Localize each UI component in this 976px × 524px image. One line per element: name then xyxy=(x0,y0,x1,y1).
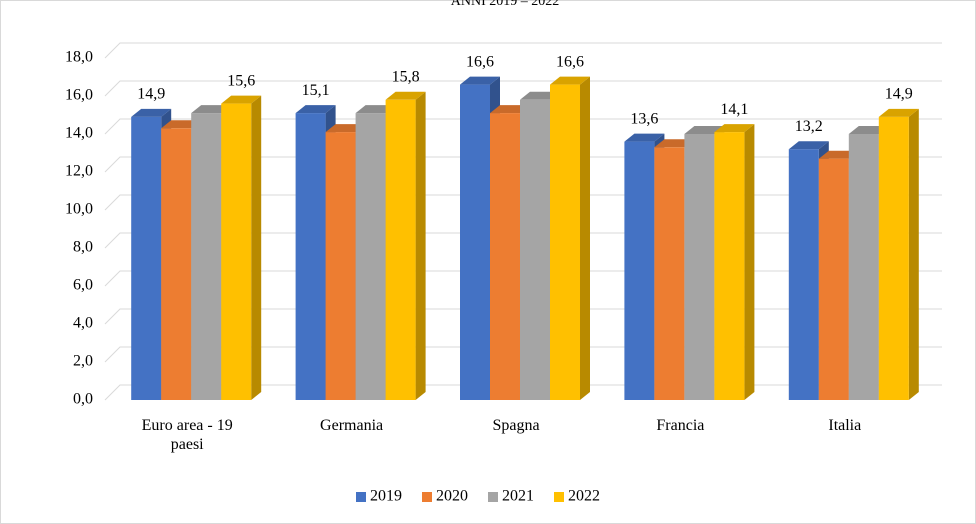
y-tick-label: 10,0 xyxy=(65,201,93,218)
bar-top xyxy=(385,91,426,100)
x-tick-label: Francia xyxy=(656,417,705,434)
bar xyxy=(878,116,909,401)
bar xyxy=(191,113,222,400)
bar xyxy=(654,147,685,400)
bar xyxy=(295,113,326,400)
bar xyxy=(550,84,580,400)
bar-side xyxy=(908,108,919,401)
y-tick-label: 2,0 xyxy=(73,353,93,370)
bar-top xyxy=(788,141,829,150)
data-label: 13,6 xyxy=(630,110,658,127)
legend-swatch xyxy=(488,492,498,502)
legend-label: 2021 xyxy=(502,488,534,505)
y-tick-label: 4,0 xyxy=(73,315,93,332)
x-tick-label: Spagna xyxy=(492,417,540,434)
legend-label: 2020 xyxy=(436,488,468,505)
bar xyxy=(788,149,819,400)
bar-side xyxy=(580,76,590,400)
data-label: 15,1 xyxy=(302,82,330,99)
data-label: 14,1 xyxy=(720,101,748,118)
legend-label: 2022 xyxy=(568,488,600,505)
bar xyxy=(520,99,550,401)
bar-top xyxy=(878,108,919,117)
bar xyxy=(490,113,520,400)
bar xyxy=(684,134,715,400)
y-tick-label: 16,0 xyxy=(65,87,93,104)
x-tick-label: Italia xyxy=(828,417,862,434)
bar xyxy=(714,132,745,400)
x-tick-label: Euro area - 19 paesi xyxy=(141,417,233,453)
bar-top xyxy=(684,126,725,134)
y-tick-label: 18,0 xyxy=(65,49,93,66)
x-tick-label-box: Spagna xyxy=(492,417,540,434)
x-tick-label-box: Germania xyxy=(320,417,384,434)
y-tick-label: 12,0 xyxy=(65,163,93,180)
bar xyxy=(221,103,252,400)
data-label: 16,6 xyxy=(466,53,494,70)
bar-top xyxy=(295,105,336,114)
y-tick-label: 14,0 xyxy=(65,125,93,142)
legend-swatch xyxy=(422,492,432,502)
bar xyxy=(385,99,416,401)
data-label: 16,6 xyxy=(556,53,584,70)
y-tick-label: 6,0 xyxy=(73,277,93,294)
bar-top xyxy=(550,76,590,85)
bar xyxy=(325,132,356,400)
bar-top xyxy=(131,108,172,117)
x-tick-label-box: Francia xyxy=(656,417,705,434)
bar-top xyxy=(714,124,755,133)
data-label: 13,2 xyxy=(795,118,823,135)
x-tick-label-box: Euro area - 19 paesi xyxy=(141,417,233,453)
bar xyxy=(161,128,192,401)
data-label: 14,9 xyxy=(137,86,165,103)
data-label: 15,8 xyxy=(392,68,420,85)
bar-side xyxy=(415,91,426,401)
grid-line xyxy=(104,42,942,59)
legend-swatch xyxy=(356,492,366,502)
bar xyxy=(848,134,879,400)
bar xyxy=(355,113,386,400)
bar-top xyxy=(460,76,500,85)
grid-line xyxy=(104,118,942,135)
bar xyxy=(460,84,490,400)
x-tick-label: Germania xyxy=(320,417,384,434)
bar-side xyxy=(744,124,755,400)
chart-title: ANNI 2019 – 2022 xyxy=(451,0,560,9)
bar xyxy=(818,158,849,400)
legend-swatch xyxy=(554,492,564,502)
grid-line xyxy=(104,80,942,97)
data-label: 15,6 xyxy=(227,72,255,89)
data-label: 14,9 xyxy=(885,86,913,103)
bar-side xyxy=(251,95,262,400)
x-tick-label-box: Italia xyxy=(828,417,862,434)
bar-top xyxy=(624,133,665,142)
y-tick-label: 8,0 xyxy=(73,239,93,256)
bar xyxy=(131,116,162,401)
legend-label: 2019 xyxy=(370,488,402,505)
bar xyxy=(624,141,655,400)
y-tick-label: 0,0 xyxy=(73,391,93,408)
bar-top xyxy=(221,95,262,104)
